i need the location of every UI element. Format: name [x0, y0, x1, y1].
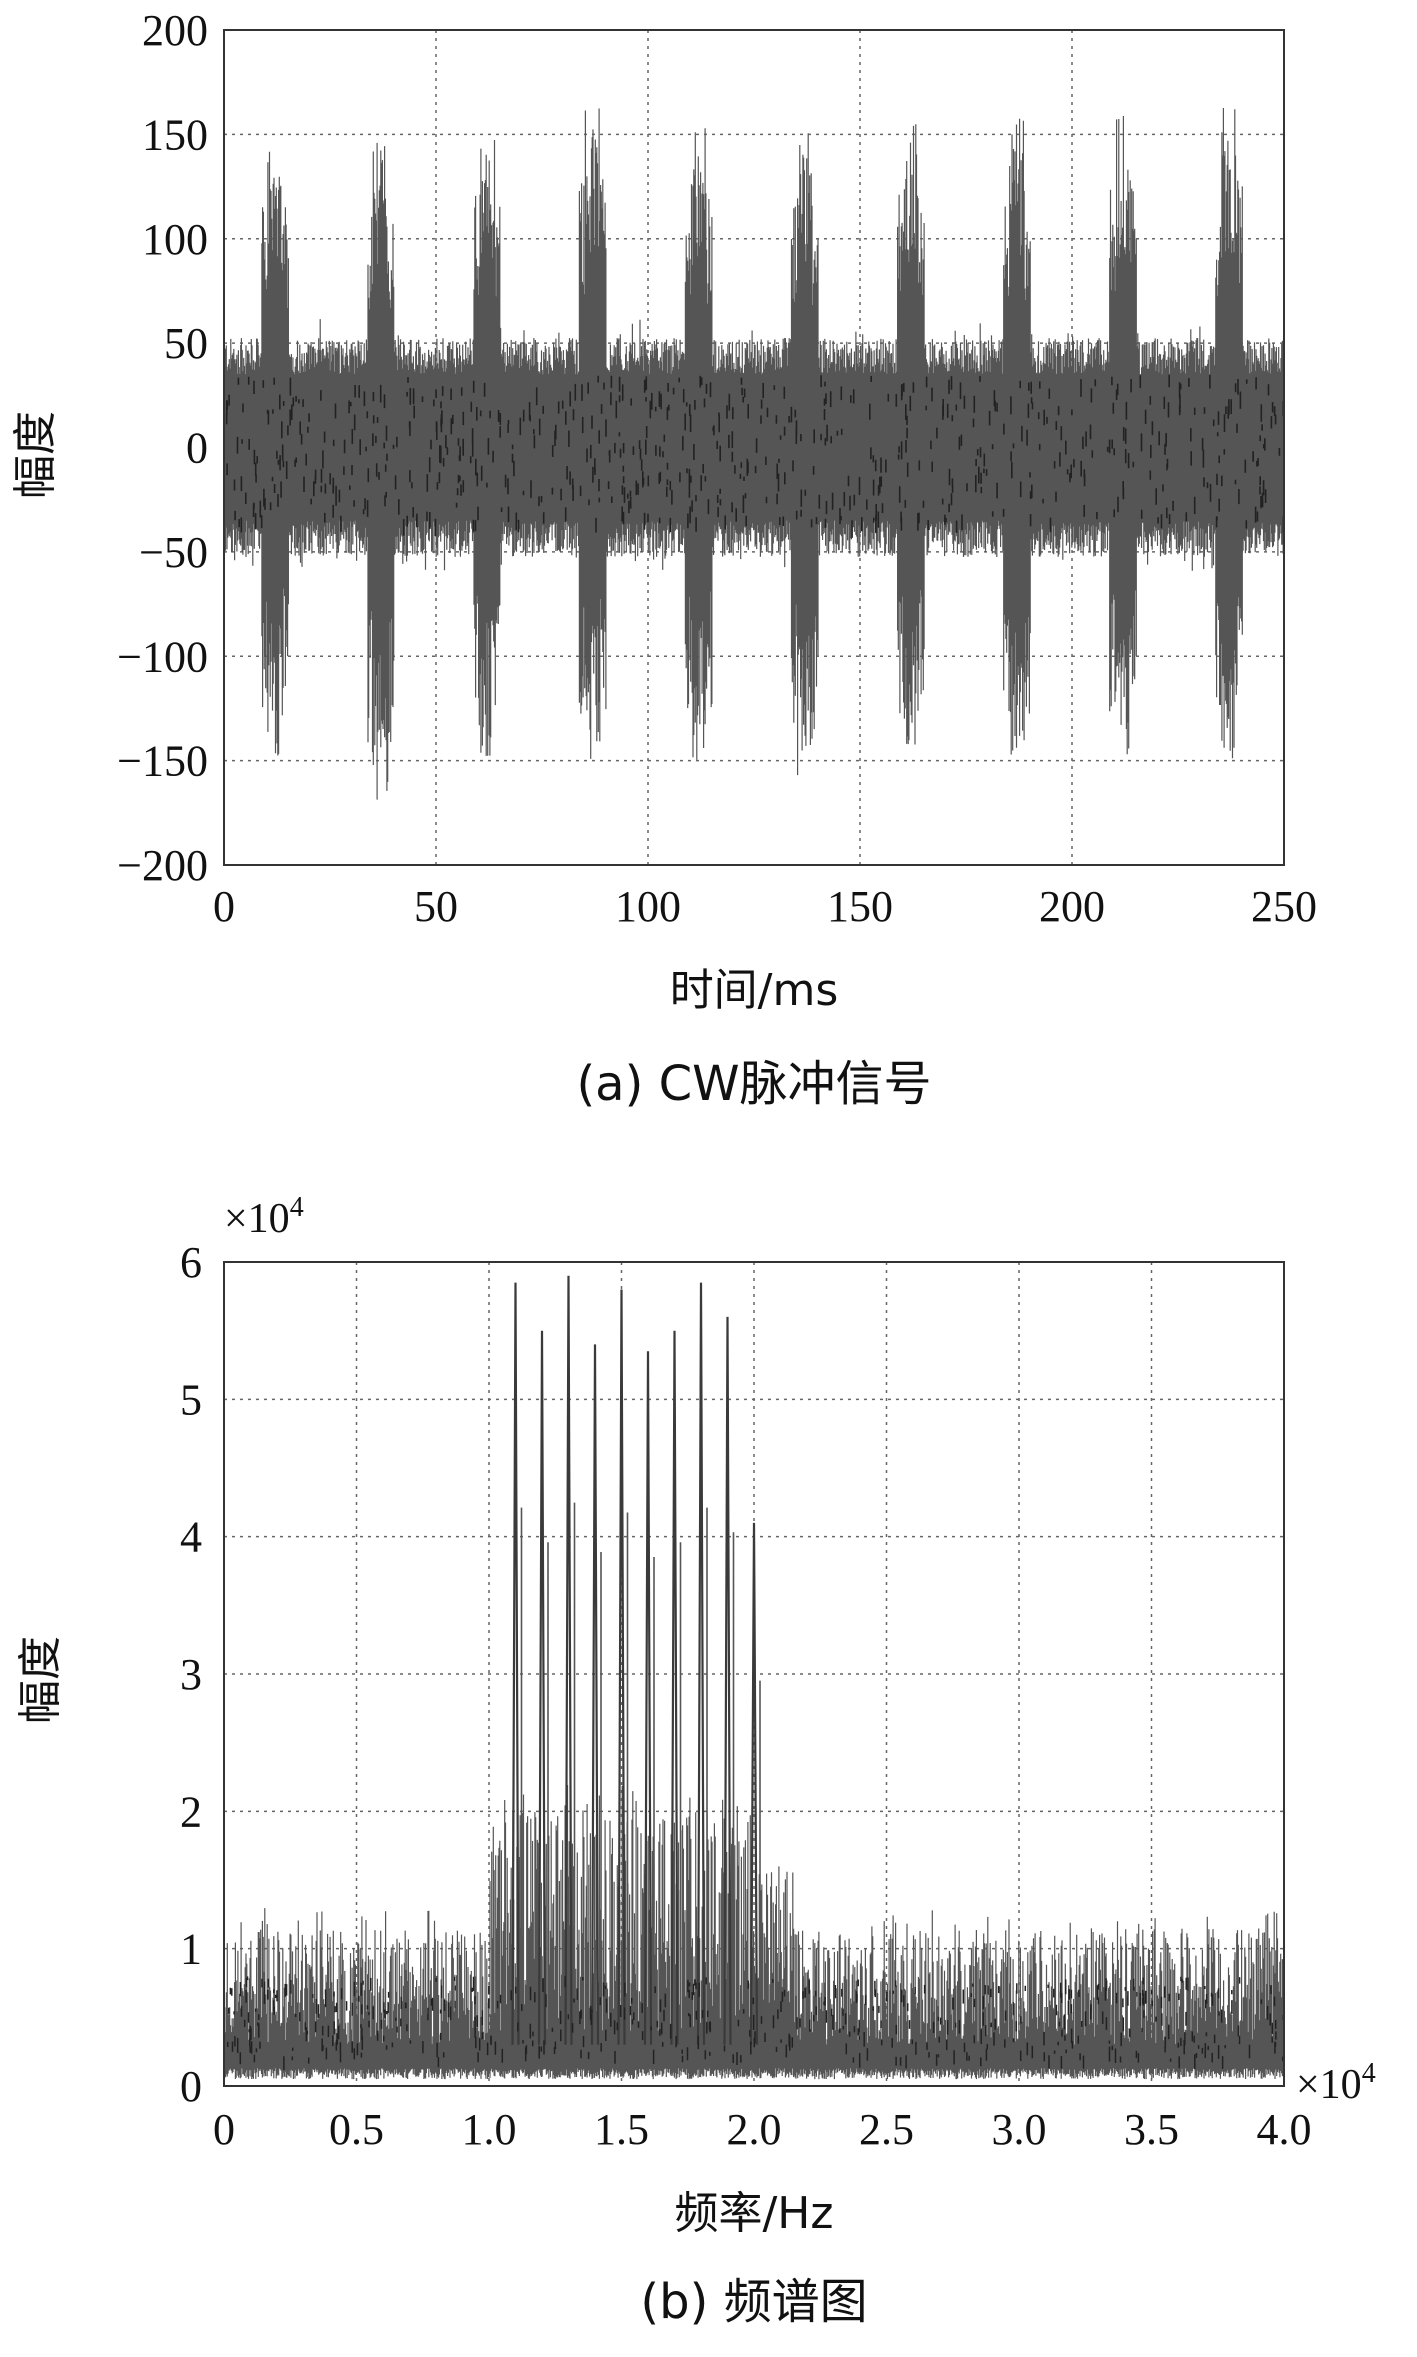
x-tick-label: 0	[213, 882, 235, 931]
y-tick-labels-a: 200 150 100 50 0 −50 −100 −150 −200	[117, 6, 208, 890]
x-tick-label: 0	[213, 2105, 235, 2154]
y-tick-label: 0	[180, 2062, 202, 2111]
y-tick-label: 200	[142, 6, 208, 55]
x-tick-labels-a: 0 50 100 150 200 250	[213, 882, 1317, 931]
chart-b: 6 5 4 3 2 1 0 0 0.5 1.0 1.5 2.0 2.5 3.0 3.5 4.0 ×104 ×…	[15, 1192, 1376, 2330]
x-axis-label-a: 时间/ms	[670, 965, 839, 1016]
x-tick-label: 100	[615, 882, 681, 931]
spectrum-peak	[564, 1275, 573, 2045]
x-tick-label: 150	[827, 882, 893, 931]
spectrum-peak	[696, 1282, 706, 2045]
signal-dense-core	[223, 374, 1285, 538]
y-tick-label: 6	[180, 1238, 202, 1287]
x-multiplier-b: ×104	[1296, 2058, 1376, 2108]
x-axis-label-b: 频率/Hz	[674, 2188, 833, 2239]
x-tick-label: 1.0	[462, 2105, 517, 2154]
spectrum-peak	[537, 1330, 547, 2045]
x-tick-label: 2.5	[859, 2105, 914, 2154]
spectrum-peak	[643, 1351, 653, 2045]
x-tick-label: 200	[1039, 882, 1105, 931]
y-tick-label: 4	[180, 1513, 202, 1562]
x-tick-labels-b: 0 0.5 1.0 1.5 2.0 2.5 3.0 3.5 4.0	[213, 2105, 1312, 2154]
y-tick-label: −200	[117, 841, 208, 890]
y-multiplier-b: ×104	[224, 1192, 304, 1242]
y-tick-label: 1	[180, 1925, 202, 1974]
spectrum-peak	[590, 1344, 600, 2045]
spectrum-peak	[511, 1282, 520, 2045]
y-tick-label: −50	[139, 528, 208, 577]
x-tick-label: 4.0	[1257, 2105, 1312, 2154]
x-tick-label: 2.0	[727, 2105, 782, 2154]
plot-frame-b	[223, 1261, 1285, 2087]
plot-frame-a	[223, 29, 1285, 866]
x-tick-label: 0.5	[329, 2105, 384, 2154]
spectrum-dense-core	[223, 1976, 1285, 2070]
spectrum-peak	[749, 1522, 759, 2045]
caption-a: (a) CW脉冲信号	[576, 1056, 931, 1112]
signal-series-a	[223, 108, 1285, 800]
y-tick-label: 150	[142, 110, 208, 159]
spectrum-peak	[617, 1289, 626, 2045]
y-tick-label: −150	[117, 737, 208, 786]
y-tick-labels-b: 6 5 4 3 2 1 0	[180, 1238, 202, 2111]
y-axis-label-a: 幅度	[10, 411, 61, 499]
x-tick-label: 3.0	[992, 2105, 1047, 2154]
x-tick-label: 50	[414, 882, 458, 931]
y-tick-label: 50	[164, 319, 208, 368]
y-tick-label: −100	[117, 632, 208, 681]
spectrum-peak	[723, 1316, 732, 2045]
y-tick-label: 2	[180, 1787, 202, 1836]
spectrum-peak	[670, 1330, 679, 2045]
spectrum-series-b	[223, 1275, 1285, 2080]
y-tick-label: 0	[186, 424, 208, 473]
y-tick-label: 3	[180, 1650, 202, 1699]
y-axis-label-b: 幅度	[15, 1636, 66, 1724]
x-tick-label: 1.5	[594, 2105, 649, 2154]
x-tick-label: 3.5	[1124, 2105, 1179, 2154]
y-tick-label: 5	[180, 1375, 202, 1424]
caption-b: (b) 频谱图	[640, 2274, 867, 2330]
y-tick-label: 100	[142, 215, 208, 264]
x-tick-label: 250	[1251, 882, 1317, 931]
